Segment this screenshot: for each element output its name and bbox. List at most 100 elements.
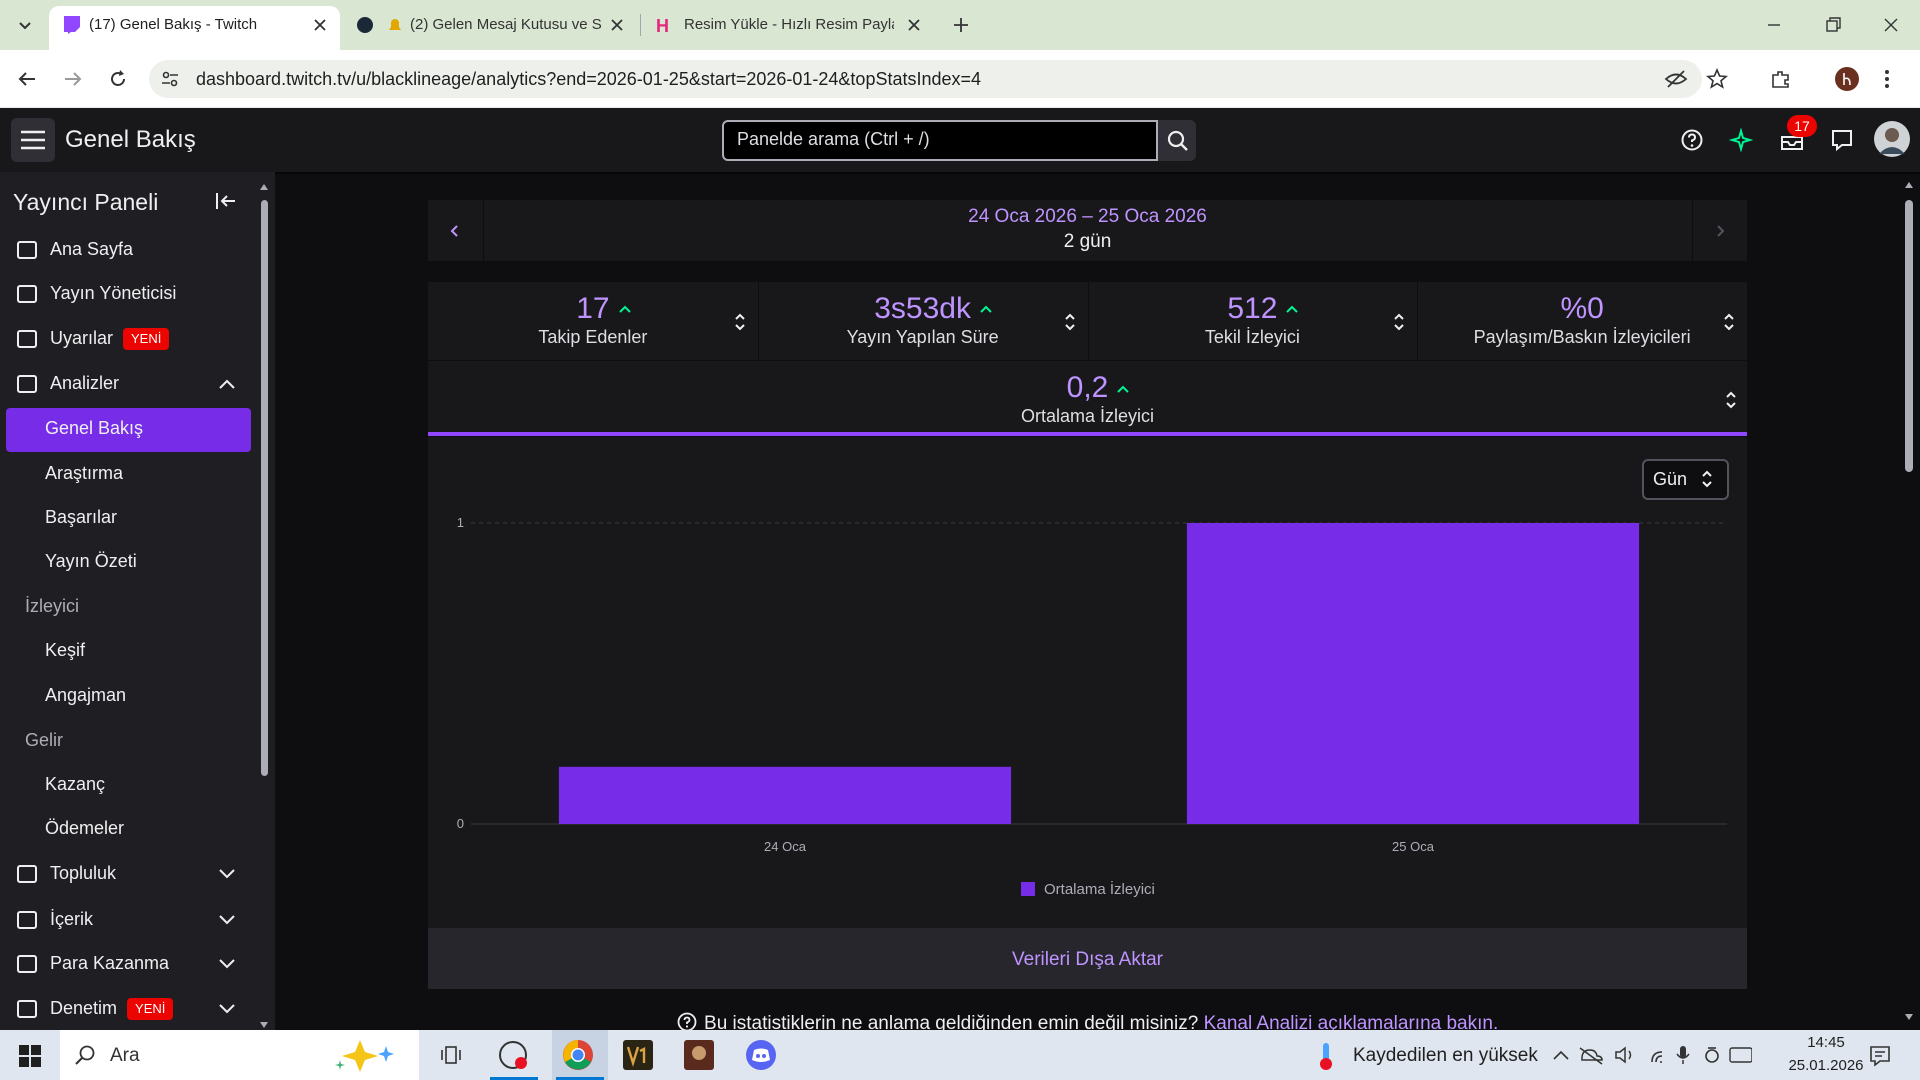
tab-title[interactable]: (17) Genel Bakış - Twitch: [89, 16, 258, 33]
tracking-icon[interactable]: [1664, 68, 1688, 90]
expand-chevron[interactable]: [218, 378, 236, 390]
sort-toggle[interactable]: [1064, 312, 1076, 332]
extensions[interactable]: [1770, 68, 1792, 90]
forward[interactable]: [62, 68, 84, 90]
stat-label[interactable]: Tekil İzleyici: [1204, 327, 1300, 347]
nav-item[interactable]: Keşif: [45, 640, 86, 660]
prev-range[interactable]: [428, 200, 484, 261]
scroll-down[interactable]: [1905, 1012, 1913, 1022]
search-box[interactable]: [722, 120, 1158, 161]
tab-title[interactable]: Resim Yükle - Hızlı Resim Paylaş: [684, 16, 894, 33]
search-highlight: [335, 1040, 394, 1072]
scroll-up[interactable]: [1905, 180, 1913, 190]
system-tray[interactable]: [1552, 1042, 1752, 1068]
expand-chevron[interactable]: [218, 958, 236, 970]
nav-item[interactable]: Yayın Özeti: [45, 551, 137, 571]
nav-item[interactable]: Angajman: [45, 685, 127, 705]
nav-item[interactable]: Uyarılar: [50, 328, 114, 348]
nav-item[interactable]: Topluluk: [50, 863, 117, 883]
site-info[interactable]: [160, 69, 180, 89]
new-tab[interactable]: [951, 15, 971, 35]
help-link[interactable]: Kanal Analizi açıklamalarına bakın.: [1203, 1013, 1499, 1034]
tab-close[interactable]: [906, 17, 922, 33]
help-icon[interactable]: [1680, 128, 1704, 152]
omnibox[interactable]: [149, 60, 1702, 98]
reload[interactable]: [107, 68, 129, 90]
weather-text[interactable]: Kaydedilen en yüksek: [1353, 1045, 1538, 1066]
export-bar[interactable]: Verileri Dışa Aktar: [428, 928, 1747, 989]
sort-toggle[interactable]: [734, 312, 746, 332]
selected-stat-value[interactable]: 0,2: [1066, 371, 1109, 404]
nav-item[interactable]: Denetim: [50, 998, 118, 1018]
nav-item[interactable]: Ödemeler: [45, 818, 125, 838]
whispers-icon[interactable]: [1830, 128, 1854, 152]
profile[interactable]: [1834, 66, 1860, 92]
export-link[interactable]: Verileri Dışa Aktar: [1012, 949, 1163, 970]
start-button[interactable]: [19, 1045, 41, 1067]
discord-icon[interactable]: [745, 1039, 777, 1071]
expand-chevron[interactable]: [218, 914, 236, 926]
minimize[interactable]: [1764, 15, 1784, 35]
selected-stat-label[interactable]: Ortalama İzleyici: [1020, 406, 1155, 426]
back[interactable]: [16, 68, 38, 90]
main-scroll-thumb[interactable]: [1905, 200, 1913, 472]
nav-item[interactable]: Başarılar: [45, 507, 118, 527]
nav-item[interactable]: Kazanç: [45, 774, 106, 794]
bar[interactable]: [558, 766, 1012, 824]
clock-time[interactable]: 14:45: [1807, 1034, 1845, 1051]
stat-label[interactable]: Paylaşım/Baskın İzleyicileri: [1473, 327, 1691, 347]
interval-select[interactable]: [1642, 459, 1729, 500]
stat-label[interactable]: Yayın Yapılan Süre: [846, 327, 999, 347]
stat-value[interactable]: 512: [1227, 292, 1278, 325]
collapse-sidebar[interactable]: [214, 190, 240, 212]
inbox-icon[interactable]: [1779, 128, 1805, 152]
stat-value[interactable]: %0: [1560, 292, 1604, 325]
active-tab[interactable]: [49, 6, 340, 50]
search-placeholder[interactable]: Panelde arama (Ctrl + /): [737, 129, 930, 149]
scroll-down[interactable]: [260, 1020, 268, 1030]
restore[interactable]: [1823, 15, 1843, 35]
app-icon[interactable]: [622, 1039, 654, 1071]
bookmark[interactable]: [1706, 68, 1728, 90]
cell-divider: [1087, 282, 1089, 360]
expand-chevron[interactable]: [218, 1003, 236, 1015]
clock-date[interactable]: 25.01.2026: [1788, 1057, 1864, 1074]
taskbar-search-text[interactable]: Ara: [110, 1045, 140, 1066]
y-tick-label: 1: [457, 515, 464, 530]
tab-close[interactable]: [609, 17, 625, 33]
app-icon[interactable]: [497, 1039, 529, 1071]
stat-value[interactable]: 17: [576, 292, 610, 325]
menu[interactable]: [1882, 68, 1892, 90]
sidebar-scroll-thumb[interactable]: [261, 200, 268, 776]
stat-label[interactable]: Takip Edenler: [538, 327, 648, 347]
nav-item[interactable]: Genel Bakış: [45, 418, 144, 438]
nav-item[interactable]: Para Kazanma: [50, 953, 170, 973]
avatar[interactable]: [1873, 120, 1911, 158]
nav-item[interactable]: İçerik: [50, 909, 94, 929]
task-view[interactable]: [440, 1044, 462, 1066]
stat-value[interactable]: 3s53dk: [874, 292, 971, 325]
interval-label[interactable]: Gün: [1653, 469, 1688, 489]
nav-item[interactable]: Araştırma: [45, 463, 124, 483]
close-window[interactable]: [1881, 15, 1901, 35]
expand-chevron[interactable]: [218, 868, 236, 880]
sort-toggle[interactable]: [1393, 312, 1405, 332]
bar[interactable]: [1186, 523, 1640, 824]
tab-list-button[interactable]: [14, 14, 36, 36]
nav-item[interactable]: Analizler: [50, 373, 120, 393]
search-button[interactable]: [1158, 120, 1196, 161]
next-range[interactable]: [1692, 200, 1748, 261]
nav-item[interactable]: Ana Sayfa: [50, 239, 134, 259]
sort-toggle[interactable]: [1723, 312, 1735, 332]
range-length: 2 gün: [1063, 231, 1112, 252]
date-range[interactable]: 24 Oca 2026 – 25 Oca 2026: [968, 206, 1207, 227]
scroll-up[interactable]: [260, 182, 268, 192]
tab-title[interactable]: (2) Gelen Mesaj Kutusu ve S: [410, 16, 602, 33]
tab-close[interactable]: [312, 17, 328, 33]
nav-item[interactable]: Yayın Yöneticisi: [50, 283, 177, 303]
sort-toggle[interactable]: [1725, 390, 1737, 410]
notifications[interactable]: [1868, 1044, 1892, 1068]
sparkle-icon[interactable]: [1729, 128, 1753, 152]
app-icon[interactable]: [683, 1039, 715, 1071]
url[interactable]: dashboard.twitch.tv/u/blacklineage/analy…: [196, 69, 982, 89]
